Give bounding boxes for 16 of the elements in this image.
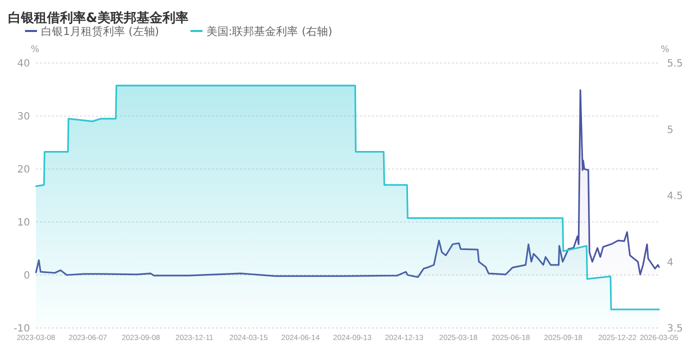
chart-title: 白银租借利率&美联邦基金利率 (8, 10, 188, 26)
y2-tick-label: 4 (667, 257, 674, 268)
y2-tick-label: 5.5 (667, 58, 683, 70)
y-axis-title: % (30, 45, 40, 55)
y-tick-label: 40 (17, 58, 30, 70)
y-tick-label: 20 (17, 164, 30, 176)
y2-tick-label: 3.5 (667, 324, 683, 334)
y2-tick-label: 4.5 (667, 191, 683, 202)
legend-label: 白银1月租赁利率 (左轴) (41, 25, 160, 38)
y-tick-label: 0 (24, 270, 30, 282)
legend-label: 美国:联邦基金利率 (右轴) (206, 25, 332, 38)
y-tick-label: -10 (14, 324, 30, 334)
y2-axis-title: % (660, 45, 670, 55)
y-tick-label: 10 (17, 218, 30, 228)
y2-tick-label: 5 (667, 124, 674, 136)
y-tick-label: 30 (17, 112, 30, 122)
